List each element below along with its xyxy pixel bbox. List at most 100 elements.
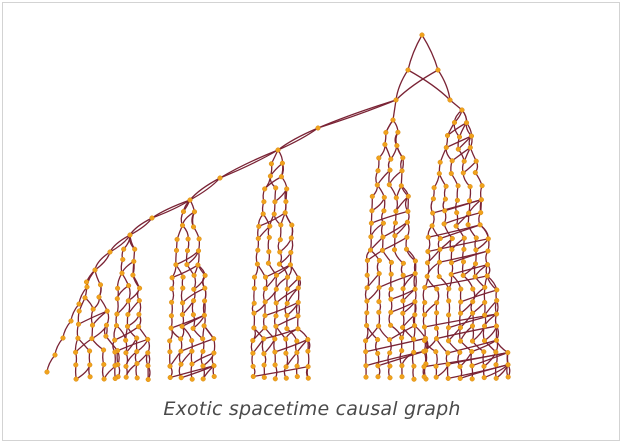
event-node	[295, 285, 301, 291]
event-node	[96, 294, 102, 300]
event-node	[412, 270, 418, 277]
event-node	[434, 286, 440, 292]
event-node	[387, 167, 393, 173]
event-node	[134, 375, 140, 381]
event-node	[73, 376, 79, 382]
event-node	[429, 223, 435, 229]
event-node	[478, 210, 484, 216]
event-node	[103, 322, 110, 328]
event-node	[376, 284, 382, 291]
event-node	[107, 249, 113, 255]
event-node	[437, 235, 443, 242]
event-node	[272, 336, 278, 342]
event-node	[473, 158, 479, 164]
event-node	[461, 246, 467, 252]
event-node	[169, 299, 175, 305]
causal-edge	[371, 210, 409, 224]
causal-edge	[424, 275, 488, 289]
event-node	[375, 168, 381, 174]
event-node	[261, 374, 267, 380]
event-node	[467, 145, 473, 151]
event-node	[387, 375, 393, 381]
causal-edge	[427, 238, 489, 253]
event-node	[494, 287, 500, 293]
event-node	[364, 310, 370, 316]
event-node	[136, 311, 142, 317]
event-node	[445, 338, 452, 344]
event-node	[260, 211, 266, 217]
event-node	[262, 325, 268, 331]
causal-edge	[92, 310, 108, 326]
causal-edge	[447, 339, 497, 354]
event-node	[446, 312, 452, 318]
event-node	[60, 335, 66, 341]
event-node	[453, 223, 459, 229]
causal-edge	[450, 264, 488, 276]
event-node	[391, 247, 398, 253]
event-node	[145, 376, 151, 383]
event-node	[393, 97, 399, 103]
event-node	[261, 362, 267, 368]
event-node	[422, 299, 428, 306]
event-node	[262, 313, 268, 319]
causal-edge	[180, 338, 214, 352]
event-node	[276, 261, 282, 267]
event-node	[168, 325, 174, 331]
causal-edge	[109, 234, 131, 253]
event-node	[211, 373, 217, 380]
event-node	[481, 375, 487, 381]
event-node	[90, 306, 96, 312]
event-node	[73, 349, 79, 355]
figure-frame	[2, 2, 620, 441]
event-node	[421, 364, 427, 370]
event-node	[457, 325, 464, 331]
event-node	[481, 338, 488, 344]
event-node	[283, 199, 289, 205]
event-node	[434, 300, 440, 306]
event-node	[461, 158, 467, 164]
event-node	[283, 375, 289, 381]
event-node	[136, 298, 142, 304]
event-node	[469, 349, 475, 355]
event-node	[119, 270, 125, 276]
causal-edge	[444, 199, 482, 212]
event-node	[383, 129, 389, 136]
event-node	[294, 363, 300, 369]
event-node	[470, 286, 476, 292]
event-node	[388, 259, 394, 265]
event-node	[399, 335, 405, 341]
event-node	[386, 182, 392, 188]
event-node	[421, 337, 428, 344]
causal-edge	[448, 313, 497, 329]
event-node	[191, 298, 197, 304]
event-node	[484, 262, 491, 268]
event-node	[73, 362, 79, 368]
event-node	[123, 350, 129, 356]
event-node	[121, 246, 127, 252]
event-node	[189, 337, 195, 344]
event-node	[425, 248, 431, 255]
event-node	[273, 300, 279, 306]
event-node	[289, 222, 295, 228]
event-node	[381, 194, 387, 200]
event-node	[273, 313, 279, 319]
event-node	[466, 210, 472, 216]
event-node	[459, 107, 465, 113]
event-node	[251, 300, 257, 306]
event-node	[282, 210, 288, 216]
event-node	[478, 197, 484, 203]
event-node	[494, 311, 500, 317]
event-node	[288, 235, 294, 241]
event-node	[83, 279, 90, 285]
event-node	[134, 361, 140, 367]
event-node	[457, 349, 463, 355]
event-node	[261, 351, 267, 357]
event-node	[422, 312, 428, 318]
event-node	[189, 376, 195, 382]
event-node	[441, 221, 447, 227]
event-node	[380, 234, 386, 240]
event-node	[87, 362, 93, 368]
event-node	[388, 296, 394, 302]
event-node	[103, 333, 109, 339]
